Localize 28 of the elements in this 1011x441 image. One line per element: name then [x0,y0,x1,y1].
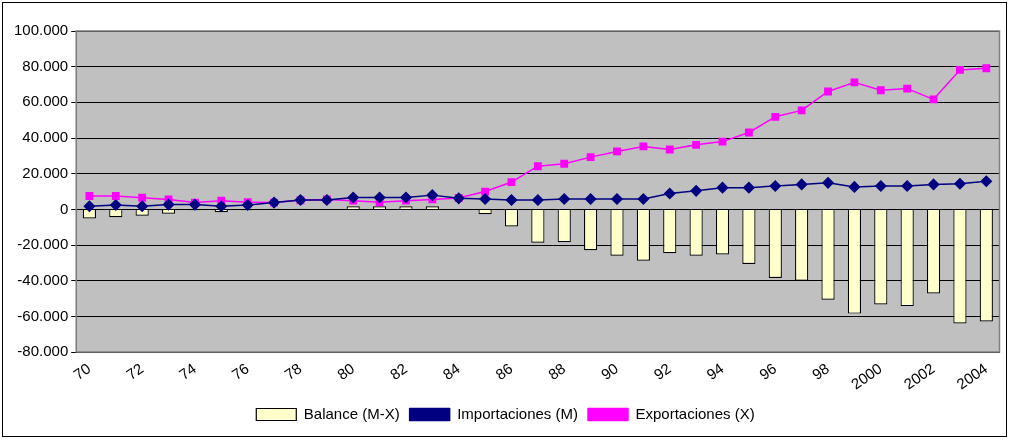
x-tick-label: 96 [755,359,780,383]
y-tick-label: -20.000 [17,235,69,253]
y-tick-label: -80.000 [17,342,69,360]
y-tick-label: 60.000 [22,92,69,110]
x-tick-label: 70 [70,359,94,383]
y-tick-label: 20.000 [22,163,69,181]
x-tick-label: 90 [597,359,622,383]
y-tick-label: -60.000 [17,306,69,324]
y-tick-label: 80.000 [22,56,69,74]
y-tick-label: 100.000 [13,21,69,39]
y-tick-label: 40.000 [22,128,69,146]
y-tick-label: 0 [59,199,69,217]
x-tick-label: 94 [703,359,727,383]
y-tick-label: -40.000 [17,270,69,288]
x-tick-label: 82 [386,359,411,383]
legend-label: Balance (M-X) [303,404,400,422]
x-tick-label: 78 [281,359,305,383]
x-tick-label: 86 [492,359,516,383]
x-tick-label: 92 [650,359,674,383]
x-tick-label: 80 [333,359,358,383]
x-tick-label: 84 [439,359,463,383]
x-tick-label: 74 [175,359,200,383]
x-tick-label: 72 [122,359,147,383]
x-tick-label: 76 [228,359,252,383]
x-tick-label: 88 [544,359,569,383]
legend-label: Importaciones (M) [457,404,579,422]
x-tick-label: 98 [808,359,833,383]
legend-label: Exportaciones (X) [635,404,755,422]
